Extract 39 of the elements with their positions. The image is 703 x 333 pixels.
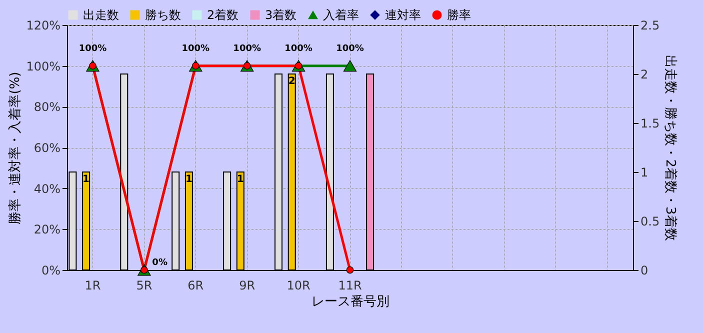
- y2-axis-title: 出走数・勝ち数・2着数・3着数: [662, 55, 679, 241]
- x-axis-title: レース番号別: [312, 294, 390, 310]
- data-label: 100%: [233, 44, 261, 54]
- x-tick-label: 1R: [84, 278, 101, 292]
- x-tick-label: 5R: [136, 278, 152, 292]
- legend-label: 連対率: [385, 8, 421, 22]
- y-tick-label: 60%: [34, 141, 60, 155]
- y2-tick-label: 2: [640, 68, 648, 82]
- x-tick-label: 11R: [338, 278, 362, 292]
- data-label: 100%: [336, 44, 364, 54]
- y-tick-label: 0%: [41, 264, 60, 278]
- y2-tick-label: 1.5: [640, 116, 660, 130]
- y2-tick-label: 2.5: [640, 18, 660, 32]
- x-tick-label: 9R: [239, 278, 256, 292]
- data-label: 2: [288, 76, 296, 87]
- y-axis-title: 勝率・連対率・入着率(%): [7, 72, 24, 224]
- y-tick-label: 100%: [26, 59, 60, 74]
- legend-label: 勝率: [447, 8, 471, 22]
- data-label: 1: [82, 174, 90, 185]
- data-label: 0%: [152, 258, 168, 268]
- data-label: 100%: [182, 44, 210, 54]
- legend-label: 3着数: [265, 8, 297, 22]
- x-tick-label: 6R: [188, 278, 204, 292]
- y2-tick-label: 0.5: [640, 214, 660, 228]
- y2-tick-label: 0: [640, 264, 648, 278]
- data-label: 100%: [284, 44, 312, 54]
- legend-label: 入着率: [323, 8, 359, 22]
- legend-label: 出走数: [83, 8, 119, 22]
- y-tick-label: 120%: [26, 18, 60, 32]
- y-tick-label: 20%: [34, 222, 60, 237]
- x-tick-label: 10R: [286, 278, 310, 292]
- data-label: 100%: [78, 44, 107, 54]
- legend-label: 2着数: [207, 8, 239, 22]
- y-tick-label: 80%: [34, 100, 60, 114]
- data-label: 1: [236, 174, 244, 185]
- y-tick-label: 40%: [34, 182, 60, 196]
- data-label: 1: [185, 174, 192, 185]
- legend-label: 勝ち数: [145, 8, 181, 22]
- y2-tick-label: 1: [640, 166, 648, 180]
